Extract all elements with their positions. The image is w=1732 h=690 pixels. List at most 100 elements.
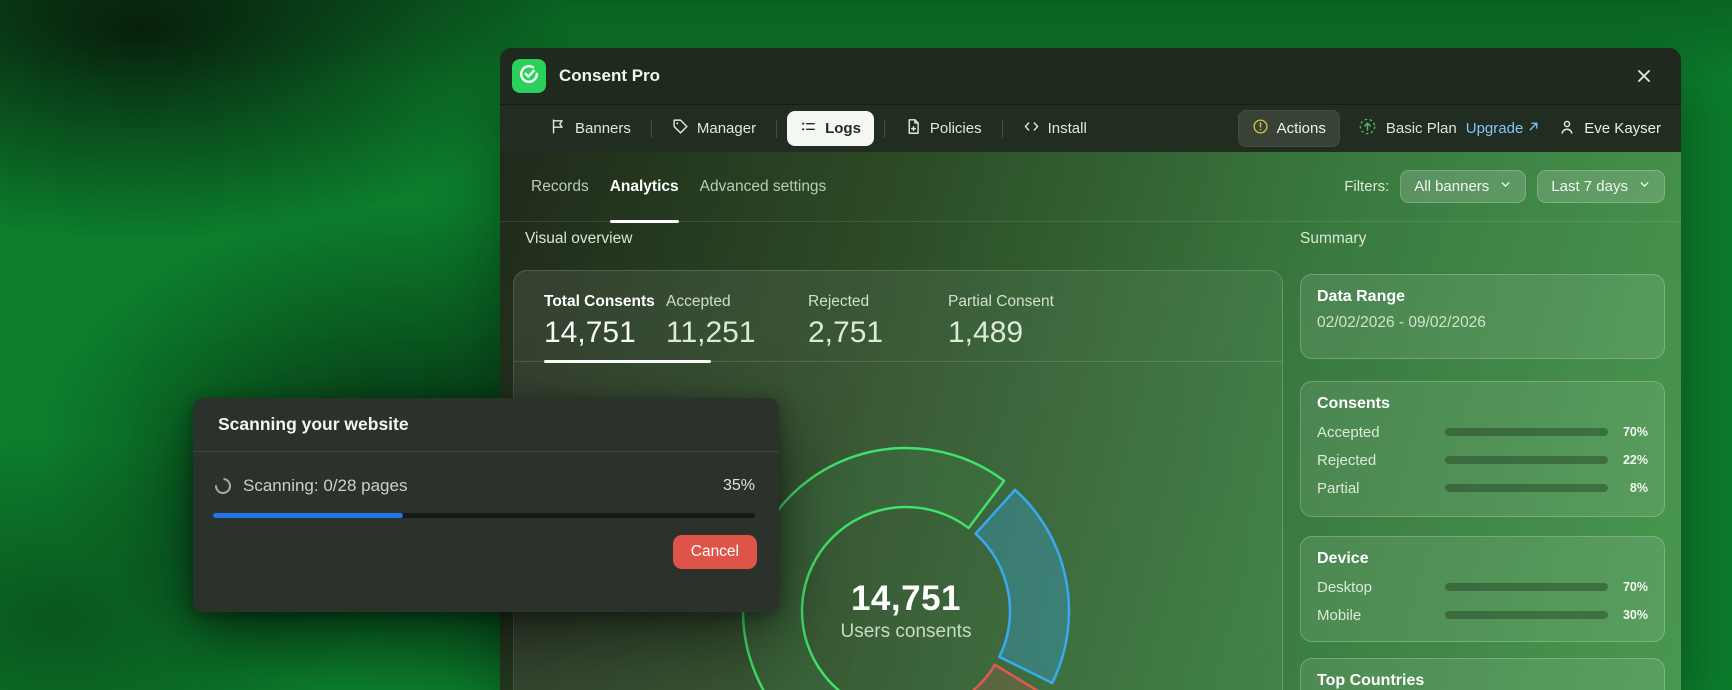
actions-button[interactable]: Actions bbox=[1237, 110, 1340, 147]
data-range-card: Data Range 02/02/2026 - 09/02/2026 bbox=[1300, 274, 1665, 359]
subtab-analytics[interactable]: Analytics bbox=[609, 152, 679, 223]
summary-title: Summary bbox=[1300, 230, 1367, 247]
device-card: Device Desktop 70% Mobile 30% bbox=[1300, 536, 1665, 642]
scanning-status-text: Scanning: 0/28 pages bbox=[243, 476, 408, 495]
date-filter-select[interactable]: Last 7 days bbox=[1537, 170, 1665, 203]
chevron-down-icon bbox=[1499, 178, 1512, 195]
donut-center-label: Users consents bbox=[840, 621, 972, 642]
nav-divider bbox=[883, 119, 885, 138]
nav-divider bbox=[776, 119, 778, 138]
subtab-records-label: Records bbox=[531, 177, 589, 195]
upgrade-circle-icon bbox=[1358, 117, 1377, 141]
scanning-modal-header: Scanning your website bbox=[193, 398, 779, 452]
meter-track bbox=[1445, 583, 1608, 591]
chevron-down-icon bbox=[1638, 178, 1651, 195]
stat-accepted[interactable]: Accepted 11,251 bbox=[666, 293, 756, 350]
consents-card-title: Consents bbox=[1317, 395, 1390, 412]
arrow-up-right-icon bbox=[1527, 120, 1540, 137]
tab-logs-label: Logs bbox=[825, 120, 861, 137]
stat-rejected[interactable]: Rejected 2,751 bbox=[808, 293, 883, 350]
consents-card: Consents Accepted 70% Rejected 22% Parti… bbox=[1300, 381, 1665, 517]
data-range-value: 02/02/2026 - 09/02/2026 bbox=[1317, 314, 1486, 331]
upgrade-link[interactable]: Upgrade bbox=[1466, 120, 1541, 137]
meter-track bbox=[1445, 484, 1608, 492]
document-icon bbox=[905, 118, 922, 139]
data-range-title: Data Range bbox=[1317, 288, 1406, 305]
nav-divider bbox=[1001, 119, 1003, 138]
meter-label: Desktop bbox=[1317, 578, 1373, 596]
stats-row: Total Consents 14,751 Accepted 11,251 Re… bbox=[514, 271, 1282, 363]
meter-track bbox=[1445, 456, 1608, 464]
stat-rejected-value: 2,751 bbox=[808, 316, 884, 349]
nav-divider bbox=[650, 119, 652, 138]
donut-segment-accepted bbox=[741, 446, 1006, 690]
subtab-records[interactable]: Records bbox=[531, 152, 589, 222]
meter-row-mobile: Mobile 30% bbox=[1317, 606, 1648, 624]
tab-install[interactable]: Install bbox=[1013, 111, 1097, 146]
meter-row-accepted: Accepted 70% bbox=[1317, 423, 1648, 441]
stat-total-consents-label: Total Consents bbox=[544, 293, 655, 310]
meter-pct: 30% bbox=[1622, 608, 1648, 622]
scanning-percent: 35% bbox=[722, 477, 755, 494]
code-icon bbox=[1023, 118, 1040, 139]
meter-pct: 8% bbox=[1629, 481, 1648, 495]
filters-label: Filters: bbox=[1344, 178, 1390, 195]
active-stat-underline bbox=[544, 360, 711, 363]
subtab-advanced-settings-label: Advanced settings bbox=[699, 177, 827, 195]
subnav: Records Analytics Advanced settings Filt… bbox=[500, 152, 1681, 223]
tab-logs[interactable]: Logs bbox=[787, 111, 874, 146]
banner-filter-value: All banners bbox=[1414, 178, 1490, 195]
tab-policies[interactable]: Policies bbox=[895, 111, 992, 146]
list-icon bbox=[800, 118, 817, 139]
meter-label: Mobile bbox=[1317, 606, 1362, 624]
tab-policies-label: Policies bbox=[929, 120, 982, 137]
tab-manager-label: Manager bbox=[696, 120, 757, 137]
tab-install-label: Install bbox=[1047, 120, 1087, 137]
tab-banners[interactable]: Banners bbox=[540, 111, 641, 146]
scanning-modal-footer: Cancel bbox=[193, 518, 779, 569]
meter-row-desktop: Desktop 70% bbox=[1317, 578, 1648, 596]
user-name: Eve Kayser bbox=[1584, 120, 1661, 137]
plan-label: Basic Plan bbox=[1385, 120, 1457, 137]
meter-row-partial: Partial 8% bbox=[1317, 479, 1648, 497]
upgrade-label: Upgrade bbox=[1465, 120, 1524, 137]
meter-track bbox=[1445, 611, 1608, 619]
app-logo bbox=[512, 59, 546, 93]
stat-partial-consent-label: Partial Consent bbox=[948, 293, 1054, 310]
donut-segment-rejected bbox=[974, 488, 1071, 685]
subtab-advanced-settings[interactable]: Advanced settings bbox=[700, 152, 827, 222]
cancel-button[interactable]: Cancel bbox=[672, 535, 757, 569]
plan-group: Basic Plan Upgrade bbox=[1358, 117, 1540, 141]
scanning-modal-title: Scanning your website bbox=[218, 414, 409, 434]
date-filter-value: Last 7 days bbox=[1551, 178, 1628, 195]
stat-accepted-value: 11,251 bbox=[666, 316, 756, 349]
stat-total-consents[interactable]: Total Consents 14,751 bbox=[544, 293, 655, 350]
top-countries-card: Top Countries bbox=[1300, 658, 1665, 690]
stat-accepted-label: Accepted bbox=[666, 293, 731, 310]
spinner-icon bbox=[211, 474, 235, 498]
top-countries-title: Top Countries bbox=[1317, 672, 1425, 689]
stat-partial-consent[interactable]: Partial Consent 1,489 bbox=[948, 293, 1054, 350]
consents-donut-chart bbox=[726, 431, 1086, 690]
close-icon[interactable] bbox=[1631, 63, 1657, 89]
device-card-title: Device bbox=[1317, 550, 1369, 567]
scanning-modal: Scanning your website Scanning: 0/28 pag… bbox=[193, 398, 779, 612]
main-navbar: Banners Manager Logs bbox=[500, 104, 1681, 152]
banner-filter-select[interactable]: All banners bbox=[1400, 170, 1527, 203]
meter-pct: 70% bbox=[1622, 580, 1648, 594]
stat-rejected-label: Rejected bbox=[808, 293, 870, 310]
tab-manager[interactable]: Manager bbox=[662, 111, 766, 146]
check-circle-icon bbox=[518, 63, 540, 90]
meter-label: Accepted bbox=[1317, 423, 1380, 441]
filters-group: Filters: All banners Last 7 days bbox=[1344, 170, 1665, 203]
app-title: Consent Pro bbox=[559, 66, 661, 85]
stat-total-consents-value: 14,751 bbox=[544, 316, 636, 349]
titlebar: Consent Pro bbox=[500, 48, 1681, 104]
user-menu[interactable]: Eve Kayser bbox=[1558, 118, 1661, 140]
scanning-status-row: Scanning: 0/28 pages 35% bbox=[211, 474, 755, 498]
warning-circle-icon bbox=[1252, 118, 1269, 139]
tab-banners-label: Banners bbox=[575, 120, 631, 137]
meter-pct: 22% bbox=[1622, 453, 1648, 467]
donut-segment-partial bbox=[971, 663, 1039, 690]
donut-center: 14,751 Users consents bbox=[786, 579, 1026, 643]
